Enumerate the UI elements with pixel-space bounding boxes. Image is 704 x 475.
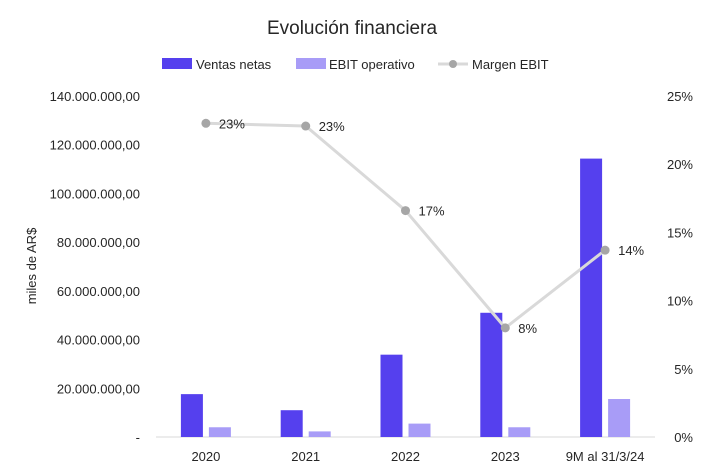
left-tick-label: 140.000.000,00: [50, 89, 140, 104]
bar-ventas-netas: [280, 410, 303, 437]
bars: [180, 158, 631, 438]
left-axis-ticks: - 20.000.000,00 40.000.000,00 60.000.000,00…: [50, 89, 140, 445]
left-tick-label: 20.000.000,00: [57, 381, 140, 396]
bar-ebit-operativo: [408, 423, 431, 437]
legend-swatch-ebit-operativo: [296, 58, 326, 69]
legend-label-ventas-netas: Ventas netas: [196, 57, 272, 72]
margin-data-label: 17%: [419, 204, 445, 219]
right-tick-label: 5%: [674, 362, 693, 377]
chart-title: Evolución financiera: [267, 18, 437, 39]
legend-label-ebit-operativo: EBIT operativo: [329, 57, 415, 72]
margin-point: [201, 118, 211, 128]
margin-line-path: [205, 121, 607, 330]
x-tick-label: 2022: [391, 449, 420, 464]
legend: Ventas netas EBIT operativo Margen EBIT: [162, 57, 549, 72]
right-tick-label: 0%: [674, 430, 693, 445]
margin-data-label: 8%: [518, 321, 537, 336]
x-tick-label: 9M al 31/3/24: [566, 449, 645, 464]
margin-point: [301, 121, 311, 131]
margin-line: 23% 23% 17% 8% 14%: [201, 116, 645, 336]
margin-data-label: 14%: [618, 243, 644, 258]
bar-ebit-operativo: [308, 431, 331, 437]
margin-point: [600, 245, 610, 255]
right-tick-label: 15%: [667, 225, 693, 240]
bar-ventas-netas: [180, 394, 203, 437]
right-tick-label: 10%: [667, 294, 693, 309]
left-tick-label: 120.000.000,00: [50, 138, 140, 153]
bar-ebit-operativo: [608, 399, 631, 437]
bar-ventas-netas: [380, 354, 403, 437]
right-tick-label: 25%: [667, 89, 693, 104]
bar-ventas-netas: [580, 158, 603, 438]
margin-point: [401, 206, 410, 216]
left-tick-label: 60.000.000,00: [57, 284, 140, 299]
left-tick-label: -: [136, 430, 140, 445]
margin-point: [500, 323, 510, 333]
left-tick-label: 100.000.000,00: [50, 186, 140, 201]
legend-marker-margen-ebit: [449, 60, 457, 68]
left-tick-label: 40.000.000,00: [57, 333, 140, 348]
bar-ebit-operativo: [208, 427, 231, 437]
x-tick-label: 2021: [291, 449, 320, 464]
y-axis-label: miles de AR$: [24, 227, 39, 304]
x-tick-label: 2023: [491, 449, 520, 464]
x-tick-label: 2020: [191, 449, 220, 464]
legend-label-margen-ebit: Margen EBIT: [472, 57, 549, 72]
x-axis-ticks: 2020 2021 2022 2023 9M al 31/3/24: [191, 449, 644, 464]
right-tick-label: 20%: [667, 157, 693, 172]
bar-ebit-operativo: [508, 427, 531, 437]
left-tick-label: 80.000.000,00: [57, 235, 140, 250]
margin-data-label: 23%: [319, 119, 345, 134]
right-axis-ticks: 0% 5% 10% 15% 20% 25%: [667, 89, 693, 445]
bar-ventas-netas: [480, 312, 503, 437]
margin-data-label: 23%: [219, 116, 245, 131]
legend-swatch-ventas-netas: [162, 58, 192, 69]
